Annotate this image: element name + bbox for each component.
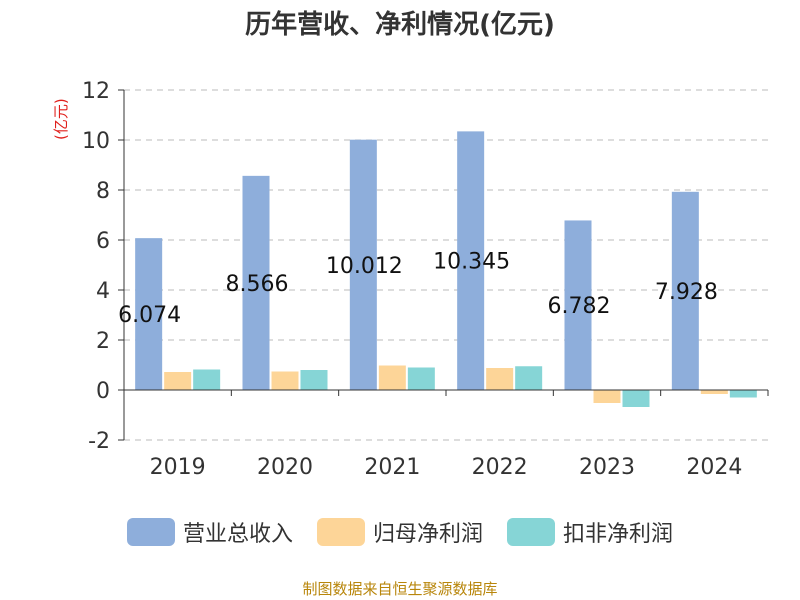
y-tick-label: 4 — [96, 279, 110, 304]
legend-label-deducted-profit: 扣非净利润 — [563, 522, 674, 547]
x-tick-label: 2020 — [257, 455, 313, 480]
data-label: 7.928 — [655, 280, 718, 305]
bar-series-1 — [700, 390, 728, 394]
legend-swatch-deducted-profit — [507, 518, 555, 546]
legend-item-deducted-profit[interactable]: 扣非净利润 — [507, 516, 673, 548]
legend-label-net-profit: 归母净利润 — [372, 522, 483, 547]
legend: 营业总收入 归母净利润 扣非净利润 — [0, 516, 800, 548]
bar-series-0 — [135, 238, 163, 390]
y-tick-label: 6 — [96, 229, 110, 254]
data-label: 6.074 — [118, 303, 181, 328]
bar-series-0 — [242, 175, 270, 390]
x-tick-label: 2023 — [579, 455, 635, 480]
bar-series-2 — [300, 370, 328, 390]
bar-series-1 — [378, 365, 406, 390]
data-label: 8.566 — [226, 272, 289, 297]
bar-series-0 — [564, 220, 592, 390]
y-tick-label: 12 — [82, 79, 110, 104]
bar-series-2 — [193, 369, 221, 390]
bar-series-1 — [593, 390, 621, 403]
bar-series-2 — [407, 367, 435, 390]
bar-chart: 12 10 8 6 4 2 0 -2 2019 6.074 2020 8.566 2021 10.012 2… — [82, 79, 769, 480]
legend-swatch-net-profit — [316, 518, 365, 546]
chart-title: 历年营收、净利情况(亿元) — [245, 10, 555, 40]
source-note: 制图数据来自恒生聚源数据库 — [302, 580, 498, 598]
y-tick-label: -2 — [88, 429, 110, 454]
bar-series-2 — [515, 366, 543, 390]
data-label: 6.782 — [548, 294, 611, 319]
legend-item-revenue[interactable]: 营业总收入 — [126, 516, 293, 548]
x-tick-label: 2019 — [150, 455, 206, 480]
y-tick-label: 8 — [96, 179, 110, 204]
y-tick-label: 0 — [96, 379, 110, 404]
x-tick-label: 2021 — [364, 455, 420, 480]
bar-series-1 — [271, 371, 299, 390]
bar-series-2 — [729, 390, 757, 398]
bar-series-0 — [671, 191, 699, 390]
x-tick-label: 2024 — [686, 455, 742, 480]
x-tick-label: 2022 — [472, 455, 528, 480]
bar-series-2 — [622, 390, 650, 407]
bar-series-1 — [164, 372, 192, 390]
bar-series-0 — [457, 131, 485, 390]
bar-series-1 — [486, 368, 514, 390]
legend-swatch-revenue — [126, 518, 175, 546]
legend-item-net-profit[interactable]: 归母净利润 — [316, 516, 483, 548]
y-tick-label: 10 — [82, 129, 110, 154]
data-label: 10.012 — [326, 254, 403, 279]
y-tick-label: 2 — [96, 329, 110, 354]
legend-label-revenue: 营业总收入 — [182, 522, 293, 547]
bar-series-0 — [349, 139, 377, 390]
data-label: 10.345 — [433, 250, 510, 275]
